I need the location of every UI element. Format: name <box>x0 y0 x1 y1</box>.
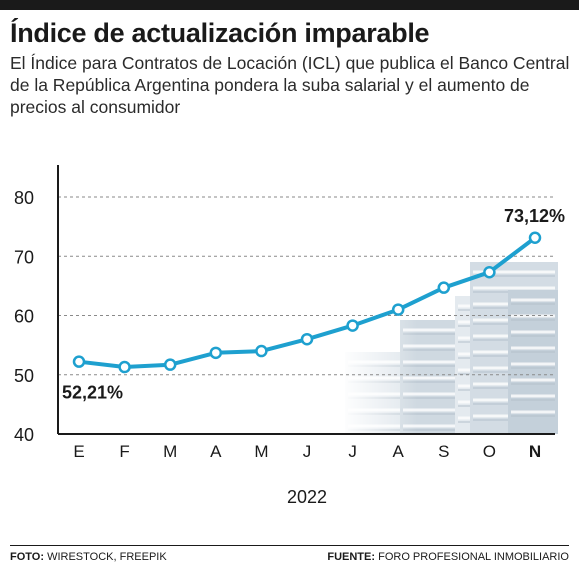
data-point <box>391 303 405 316</box>
y-tick-label: 80 <box>14 188 34 208</box>
top-rule <box>0 0 579 10</box>
data-point <box>346 319 359 332</box>
footer-rule <box>10 545 569 546</box>
data-point <box>72 355 86 368</box>
x-tick-label: J <box>348 442 357 461</box>
chart-labels: 52,21% 73,12% <box>62 206 565 403</box>
source-credit: FUENTE: FORO PROFESIONAL INMOBILIARIO <box>327 551 569 563</box>
x-tick-label: N <box>529 442 541 461</box>
chart-axes: 40 50 60 70 80 E F M A M J J A S O N 2022 <box>14 165 555 507</box>
data-point <box>437 281 451 294</box>
chart-grid <box>58 196 555 376</box>
photo-credit-value: WIRESTOCK, FREEPIK <box>47 551 167 563</box>
page-title: Índice de actualización imparable <box>10 18 430 48</box>
source-credit-value: FORO PROFESIONAL INMOBILIARIO <box>378 551 569 563</box>
x-tick-label: M <box>254 442 268 461</box>
data-point <box>528 231 542 245</box>
x-tick-label: S <box>438 442 449 461</box>
chart-series <box>72 231 542 374</box>
y-tick-label: 70 <box>14 247 34 267</box>
data-label: 52,21% <box>62 383 123 403</box>
y-tick-label: 40 <box>14 425 34 445</box>
building-illustration <box>340 255 560 437</box>
photo-credit-label: FOTO: <box>10 551 45 563</box>
y-tick-label: 50 <box>14 366 34 386</box>
y-tick-label: 60 <box>14 307 34 327</box>
x-axis-label: 2022 <box>287 487 327 507</box>
page-subtitle: El Índice para Contratos de Locación (IC… <box>10 53 570 117</box>
data-point <box>209 346 223 360</box>
x-tick-label: M <box>163 442 177 461</box>
data-label: 73,12% <box>504 206 565 226</box>
x-tick-label: J <box>303 442 312 461</box>
data-point <box>255 344 268 358</box>
photo-credit: FOTO: WIRESTOCK, FREEPIK <box>10 551 167 563</box>
source-credit-label: FUENTE: <box>327 551 376 563</box>
x-tick-label: E <box>73 442 84 461</box>
data-point <box>118 360 131 374</box>
data-point <box>483 265 496 279</box>
data-point <box>300 332 314 346</box>
x-tick-label: O <box>483 442 496 461</box>
x-tick-label: F <box>119 442 129 461</box>
x-tick-label: A <box>393 442 405 461</box>
data-point <box>163 358 177 371</box>
building-fade <box>340 255 560 437</box>
x-tick-label: A <box>210 442 222 461</box>
